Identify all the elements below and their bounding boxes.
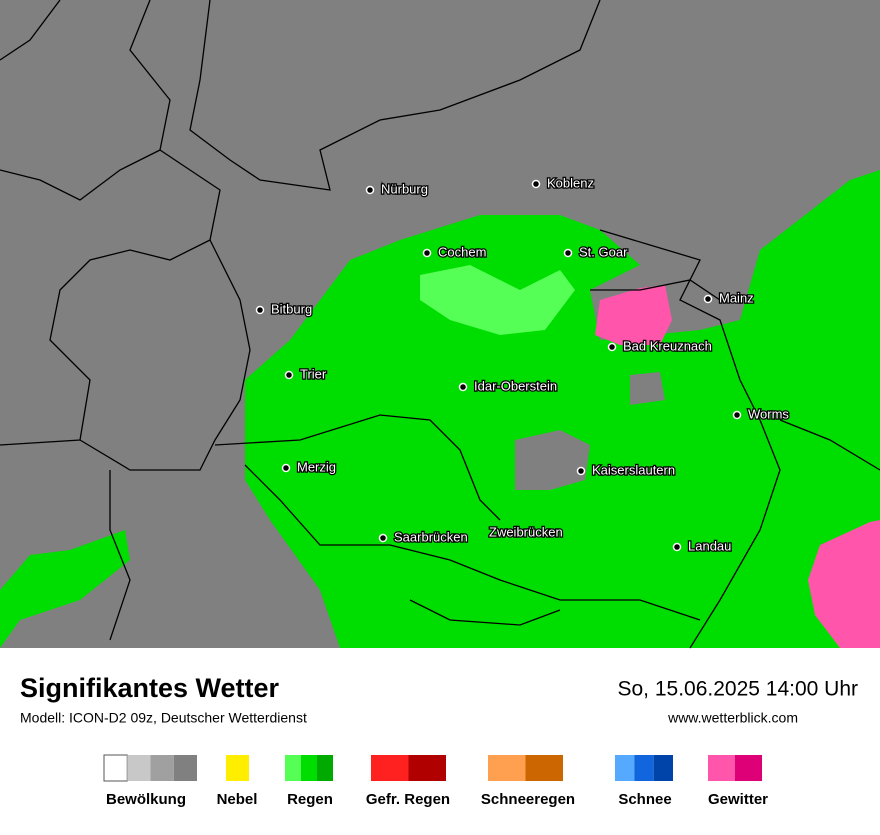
legend-swatch — [653, 755, 673, 781]
light-rain-area — [420, 265, 575, 335]
legend-swatch — [615, 755, 635, 781]
legend-swatch — [301, 755, 317, 781]
legend-swatch — [317, 755, 333, 781]
city-label: St. Goar — [579, 244, 628, 259]
legend-label: Gefr. Regen — [366, 791, 450, 808]
rain-area — [0, 530, 130, 648]
city-label: Bitburg — [271, 301, 312, 316]
legend-swatch — [634, 755, 654, 781]
rain-area — [245, 170, 880, 648]
city-label: Mainz — [719, 290, 754, 305]
legend-label: Schneeregen — [481, 791, 575, 808]
city-dot — [365, 185, 375, 195]
city-label: Landau — [688, 538, 731, 553]
city-dot — [378, 533, 388, 543]
city-dot — [576, 466, 586, 476]
city-dot — [703, 294, 713, 304]
legend-swatch — [735, 755, 762, 781]
legend: Bewölkung Nebel Regen Gefr. Regen Schneerege… — [103, 754, 768, 808]
city-label: Trier — [300, 366, 327, 381]
city-dot — [531, 179, 541, 189]
legend-label: Regen — [287, 791, 333, 808]
city-label: Nürburg — [381, 181, 428, 196]
borders — [0, 0, 880, 649]
cloud-gap — [630, 372, 665, 405]
city-dot — [732, 410, 742, 420]
legend-swatch — [127, 755, 151, 781]
city-label: Cochem — [438, 244, 486, 259]
city-dot — [255, 305, 265, 315]
legend-swatch — [150, 755, 174, 781]
legend-label: Gewitter — [708, 791, 768, 808]
datetime: So, 15.06.2025 14:00 Uhr — [617, 678, 858, 701]
legend-swatch — [408, 755, 446, 781]
city-label: Merzig — [297, 459, 336, 474]
city-label: Zweibrücken — [489, 524, 563, 539]
legend-label: Bewölkung — [106, 791, 186, 808]
city-dot — [284, 370, 294, 380]
city-label: Idar-Oberstein — [474, 378, 557, 393]
legend-swatch — [285, 755, 301, 781]
map: Nürburg Koblenz Cochem St. Goar Mainz Bitburg… — [0, 0, 880, 649]
legend-swatch — [226, 755, 249, 781]
city-dot — [563, 248, 573, 258]
legend-swatch — [173, 755, 197, 781]
city-dot — [458, 382, 468, 392]
title: Signifikantes Wetter — [20, 673, 280, 703]
subtitle: Modell: ICON-D2 09z, Deutscher Wetterdie… — [20, 710, 307, 726]
cloud-gap — [515, 430, 590, 490]
legend-label: Nebel — [217, 791, 258, 808]
legend-swatch — [103, 754, 128, 782]
city-label: Koblenz — [547, 175, 594, 190]
city-label: Kaiserslautern — [592, 462, 675, 477]
city-label: Saarbrücken — [394, 529, 468, 544]
legend-label: Schnee — [618, 791, 671, 808]
city-dot — [422, 248, 432, 258]
website: www.wetterblick.com — [667, 710, 798, 726]
city-dot — [607, 342, 617, 352]
legend-swatch — [488, 755, 526, 781]
city-label: Bad Kreuznach — [623, 338, 712, 353]
city-dot — [281, 463, 291, 473]
city-label: Worms — [748, 406, 789, 421]
legend-swatch — [525, 755, 563, 781]
cities: Nürburg Koblenz Cochem St. Goar Mainz Bitburg… — [255, 174, 791, 555]
city-dot — [672, 542, 682, 552]
thunderstorm-area — [808, 520, 880, 648]
legend-swatch — [708, 755, 735, 781]
thunderstorm-area — [595, 285, 672, 345]
legend-swatch — [371, 755, 409, 781]
